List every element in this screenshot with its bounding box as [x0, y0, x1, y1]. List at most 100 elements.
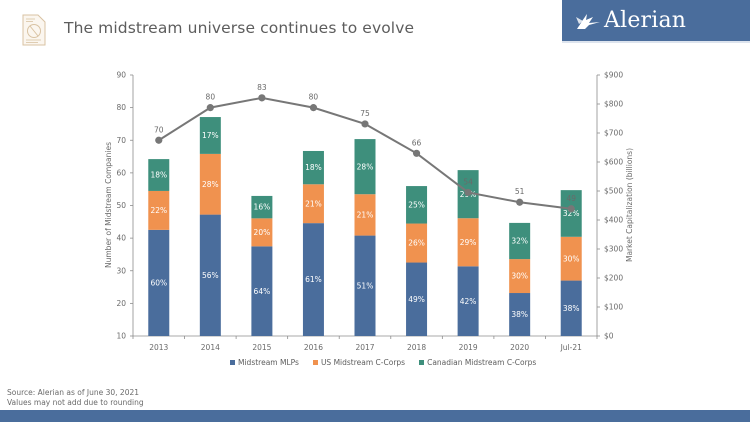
bar-segment-mlps	[509, 293, 531, 336]
right-axis-tick-label: $0	[604, 332, 614, 341]
alerian-logo-icon	[575, 11, 601, 31]
bar-segment-canadian-ccorps	[354, 139, 376, 195]
bar-segment-canadian-ccorps	[302, 150, 324, 185]
right-axis-tick-label: $400	[604, 216, 623, 225]
document-pie-chart-icon	[22, 14, 46, 46]
bar-segment-label: 25%	[408, 200, 425, 209]
bar-segment-us-ccorps	[509, 259, 531, 294]
bar-segment-us-ccorps	[251, 218, 273, 247]
company-count-label: 49	[566, 194, 576, 203]
bar-segment-label: 29%	[460, 238, 477, 247]
x-axis-tick-label: 2017	[355, 343, 374, 352]
company-count-point	[567, 205, 575, 213]
company-count-label: 75	[360, 109, 370, 118]
right-axis-tick-label: $700	[604, 129, 623, 138]
company-count-point	[412, 149, 421, 157]
footer-bar	[0, 410, 750, 422]
x-axis-tick-label: Jul-21	[560, 343, 583, 352]
bar-segment-us-ccorps	[406, 223, 428, 263]
bar-segment-label: 28%	[357, 162, 374, 171]
chart-legend: Midstream MLPs US Midstream C-Corps Cana…	[230, 358, 536, 367]
company-count-label: 70	[154, 125, 164, 134]
bar-segment-label: 21%	[357, 211, 374, 220]
bar-segment-us-ccorps	[148, 190, 170, 230]
legend-item-us-ccorps: US Midstream C-Corps	[312, 358, 406, 367]
left-axis-label: Number of Midstream Companies	[104, 142, 113, 268]
bar-segment-label: 21%	[305, 199, 322, 208]
bar-segment-label: 60%	[150, 279, 167, 288]
company-count-label: 51	[515, 187, 525, 196]
source-note: Source: Alerian as of June 30, 2021	[7, 388, 140, 397]
bar-segment-label: 32%	[563, 209, 580, 218]
x-axis-tick-label: 2016	[304, 343, 323, 352]
bar-segment-canadian-ccorps	[148, 159, 170, 191]
left-axis-tick-label: 30	[116, 266, 126, 275]
brand-name: Alerian	[604, 8, 687, 33]
right-axis-tick-label: $500	[604, 187, 623, 196]
bar-segment-mlps	[148, 229, 170, 336]
bar-segment-mlps	[251, 246, 273, 336]
left-axis-tick-label: 50	[116, 201, 126, 210]
company-count-point	[206, 104, 214, 112]
company-count-point	[516, 198, 524, 206]
bar-segment-mlps	[199, 214, 221, 336]
bar-segment-label: 17%	[202, 131, 219, 140]
bar-segment-label: 16%	[254, 203, 271, 212]
bar-segment-label: 61%	[305, 275, 322, 284]
x-axis-tick-label: 2019	[459, 343, 478, 352]
bar-segment-label: 30%	[563, 254, 580, 263]
bar-segment-label: 22%	[150, 206, 167, 215]
bar-segment-label: 20%	[254, 228, 271, 237]
x-axis-tick-label: 2013	[149, 343, 168, 352]
left-axis-tick-label: 70	[116, 136, 126, 145]
company-count-label: 66	[412, 138, 422, 147]
bar-segment-mlps	[354, 235, 376, 336]
bar-segment-label: 38%	[511, 310, 528, 319]
right-axis-tick-label: $900	[604, 71, 623, 80]
x-axis-tick-label: 2014	[201, 343, 220, 352]
bar-segment-label: 38%	[563, 304, 580, 313]
company-count-label: 54	[463, 177, 473, 186]
bar-segment-label: 30%	[511, 272, 528, 281]
x-axis-tick-label: 2020	[510, 343, 529, 352]
bar-segment-us-ccorps	[354, 194, 376, 236]
left-axis-tick-label: 20	[116, 299, 126, 308]
company-count-point	[361, 120, 369, 128]
bar-segment-label: 64%	[254, 287, 271, 296]
bar-segment-canadian-ccorps	[560, 190, 582, 237]
right-axis-tick-label: $600	[604, 158, 623, 167]
left-axis-tick-label: 80	[116, 103, 126, 112]
bar-segment-label: 18%	[150, 171, 167, 180]
bar-segment-canadian-ccorps	[406, 186, 428, 224]
x-axis-tick-label: 2015	[252, 343, 271, 352]
left-axis-tick-label: 10	[116, 332, 126, 341]
legend-item-canadian-ccorps: Canadian Midstream C-Corps	[419, 358, 536, 367]
left-axis-tick-label: 60	[116, 168, 126, 177]
right-axis-label: Market Capitalization (billions)	[625, 148, 634, 262]
bar-segment-label: 26%	[408, 239, 425, 248]
bar-segment-us-ccorps	[199, 153, 221, 215]
bar-segment-us-ccorps	[560, 236, 582, 281]
legend-label: Midstream MLPs	[238, 358, 299, 367]
page-title: The midstream universe continues to evol…	[64, 19, 415, 37]
bar-segment-us-ccorps	[302, 184, 324, 224]
bar-segment-label: 28%	[202, 180, 219, 189]
company-count-point	[155, 136, 163, 144]
legend-label: US Midstream C-Corps	[320, 358, 406, 367]
right-axis-tick-label: $100	[604, 303, 623, 312]
company-count-point	[258, 94, 266, 102]
left-axis-tick-label: 40	[116, 234, 126, 243]
bar-segment-label: 51%	[357, 281, 374, 290]
legend-label: Canadian Midstream C-Corps	[427, 358, 537, 367]
bar-segment-label: 56%	[202, 271, 219, 280]
rounding-note: Values may not add due to rounding	[7, 398, 144, 407]
bar-segment-mlps	[302, 223, 324, 336]
bar-segment-mlps	[406, 262, 428, 336]
brand-underline	[562, 41, 750, 43]
right-axis-tick-label: $200	[604, 274, 623, 283]
company-count-label: 80	[309, 93, 319, 102]
x-axis-tick-label: 2018	[407, 343, 426, 352]
left-axis-tick-label: 90	[116, 71, 126, 80]
bar-segment-label: 32%	[511, 237, 528, 246]
